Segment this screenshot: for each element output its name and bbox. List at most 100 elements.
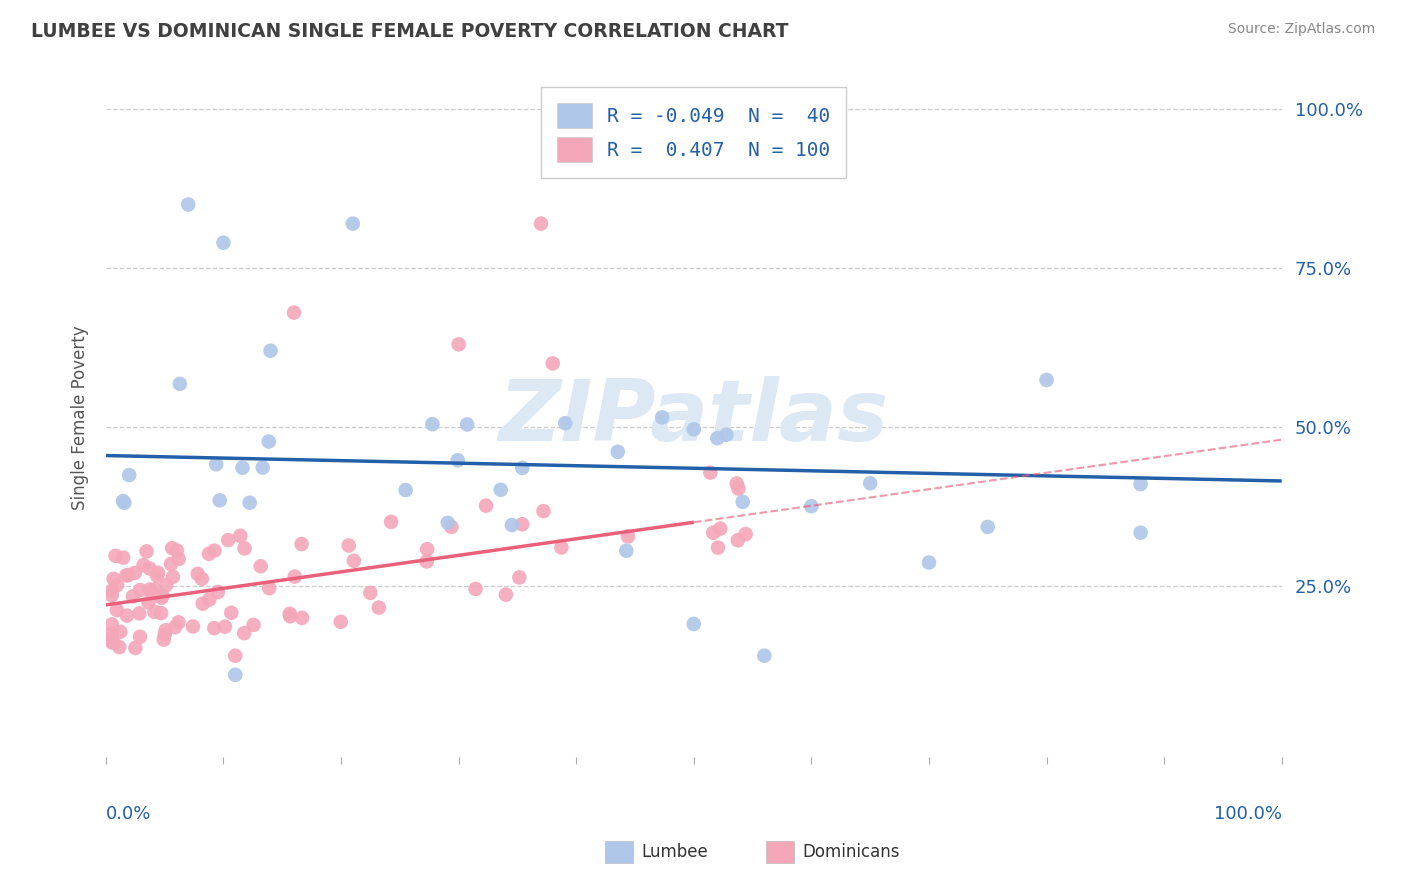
Point [416, 554, 439, 568]
Point [329, 615, 352, 629]
Point [754, 648, 776, 663]
Point [464, 582, 486, 596]
Point [977, 520, 1000, 534]
Point [242, 618, 264, 632]
Point [456, 417, 478, 432]
Y-axis label: Single Female Poverty: Single Female Poverty [72, 325, 89, 509]
Point [447, 453, 470, 467]
Point [129, 582, 152, 597]
Point [135, 544, 157, 558]
Point [177, 197, 200, 211]
Text: 100.0%: 100.0% [1213, 805, 1282, 823]
Point [436, 516, 458, 530]
Point [859, 476, 882, 491]
Point [734, 527, 756, 541]
Point [554, 416, 576, 430]
Point [115, 568, 138, 582]
Point [101, 617, 124, 632]
Point [110, 624, 132, 639]
Point [162, 570, 184, 584]
Point [291, 537, 314, 551]
Point [160, 541, 183, 555]
Point [239, 496, 262, 510]
Point [101, 626, 124, 640]
Point [682, 616, 704, 631]
Point [651, 410, 673, 425]
Point [152, 632, 174, 647]
Point [699, 466, 721, 480]
Point [257, 581, 280, 595]
Point [101, 588, 124, 602]
Point [614, 543, 637, 558]
Point [1035, 373, 1057, 387]
Point [207, 585, 229, 599]
Point [422, 417, 444, 431]
Point [501, 518, 523, 533]
Point [510, 517, 533, 532]
Point [337, 539, 360, 553]
Point [160, 557, 183, 571]
Point [533, 504, 555, 518]
Point [716, 427, 738, 442]
Point [1129, 525, 1152, 540]
Point [146, 566, 169, 580]
Point [143, 582, 166, 597]
Point [283, 305, 305, 319]
Point [291, 611, 314, 625]
Point [139, 582, 162, 597]
Point [124, 640, 146, 655]
Point [112, 550, 135, 565]
Point [104, 549, 127, 563]
Point [153, 627, 176, 641]
Point [103, 636, 125, 650]
Point [530, 217, 553, 231]
Point [508, 570, 530, 584]
Text: Dominicans: Dominicans [803, 843, 900, 862]
Point [702, 525, 724, 540]
Point [709, 522, 731, 536]
Point [167, 615, 190, 630]
Point [731, 495, 754, 509]
Text: Source: ZipAtlas.com: Source: ZipAtlas.com [1227, 22, 1375, 37]
Text: LUMBEE VS DOMINICAN SINGLE FEMALE POVERTY CORRELATION CHART: LUMBEE VS DOMINICAN SINGLE FEMALE POVERT… [31, 22, 789, 41]
Point [132, 558, 155, 573]
Point [233, 626, 256, 640]
Point [204, 543, 226, 558]
Point [198, 592, 221, 607]
Point [146, 568, 169, 582]
Point [101, 583, 124, 598]
Point [800, 500, 823, 514]
Point [707, 541, 730, 555]
Point [202, 621, 225, 635]
Point [105, 603, 128, 617]
Point [101, 632, 124, 646]
Point [224, 648, 246, 663]
Text: ZIPatlas: ZIPatlas [499, 376, 889, 458]
Point [706, 431, 728, 445]
Point [117, 568, 139, 582]
Point [143, 605, 166, 619]
Point [124, 566, 146, 580]
Point [606, 445, 628, 459]
Point [155, 578, 177, 592]
Point [155, 624, 177, 638]
Point [141, 586, 163, 600]
Point [541, 356, 564, 370]
Point [108, 640, 131, 654]
Point [105, 578, 128, 592]
Point [918, 556, 941, 570]
Point [725, 476, 748, 491]
Point [259, 343, 281, 358]
Point [617, 529, 640, 543]
Text: Lumbee: Lumbee [641, 843, 707, 862]
Point [510, 461, 533, 475]
Point [205, 457, 228, 471]
Legend: R = -0.049  N =  40, R =  0.407  N = 100: R = -0.049 N = 40, R = 0.407 N = 100 [541, 87, 846, 178]
Point [359, 586, 381, 600]
Point [489, 483, 512, 497]
Point [181, 619, 204, 633]
Point [191, 597, 214, 611]
Point [278, 609, 301, 624]
Point [233, 541, 256, 556]
Point [249, 559, 271, 574]
